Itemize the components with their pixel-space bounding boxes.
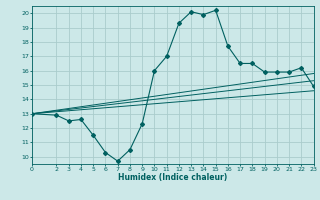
X-axis label: Humidex (Indice chaleur): Humidex (Indice chaleur) [118,173,228,182]
